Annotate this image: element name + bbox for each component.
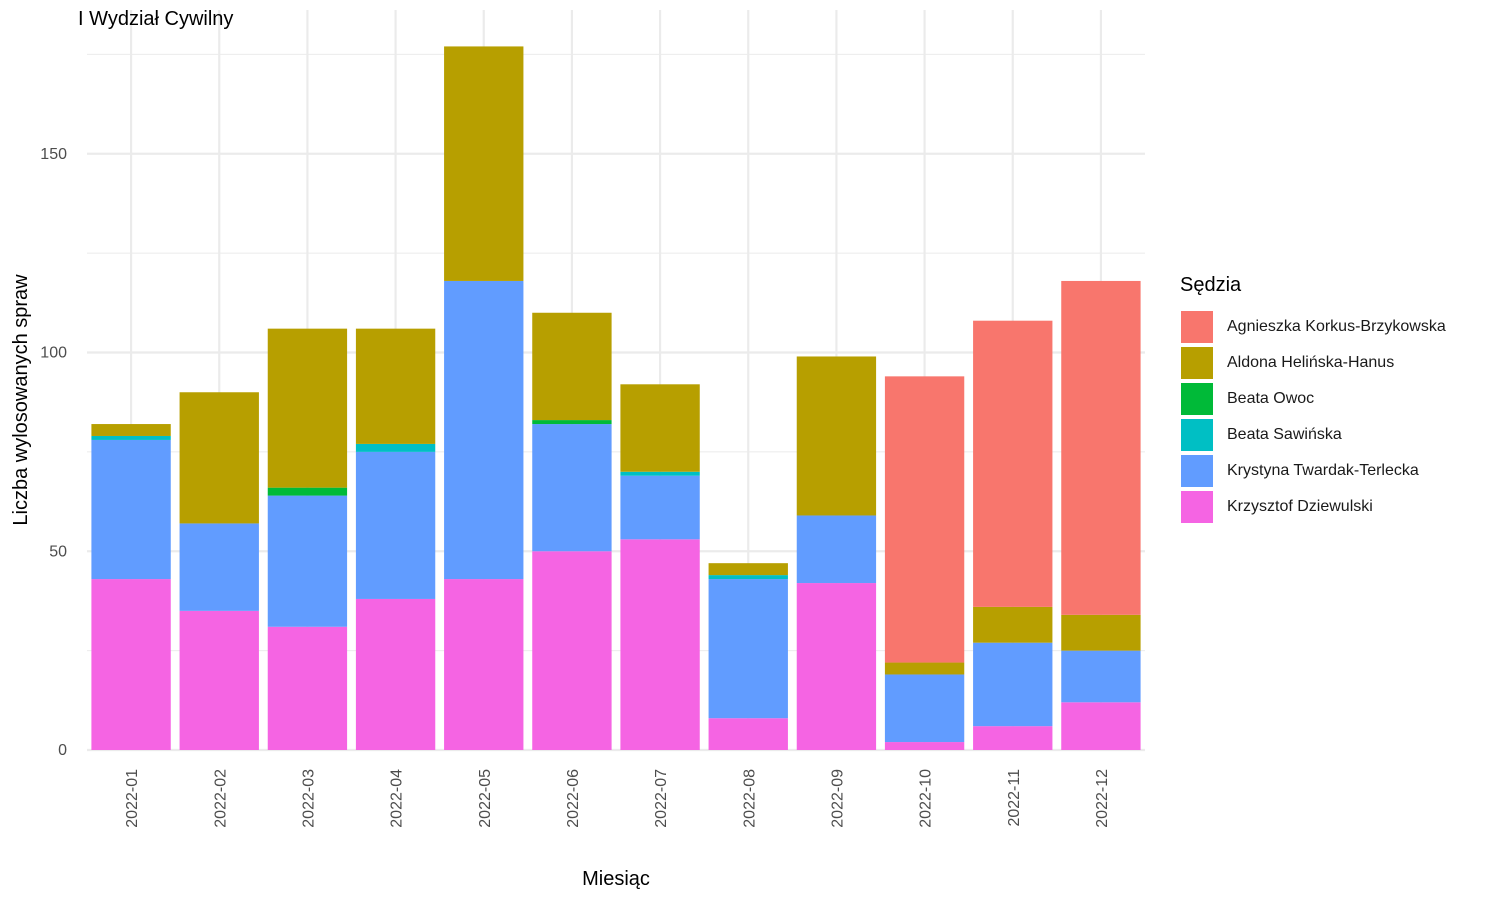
legend-title: Sędzia (1180, 274, 1242, 296)
chart-subtitle: I Wydział Cywilny (78, 8, 234, 30)
bar-segment (355, 451, 436, 599)
bar-segment (532, 551, 612, 750)
bar-segment (708, 579, 788, 719)
bar-segment (532, 420, 612, 425)
bar-segment (91, 435, 171, 440)
legend-key (1180, 310, 1214, 344)
bar-segment (973, 726, 1053, 750)
legend-key (1180, 346, 1214, 380)
bar-segment (532, 424, 612, 552)
bar-segment (620, 539, 700, 750)
x-tick-label: 2022-07 (653, 769, 670, 828)
bar-segment (91, 424, 171, 436)
y-tick-label: 50 (49, 543, 67, 560)
x-tick-label: 2022-12 (1094, 769, 1111, 828)
x-tick-label: 2022-06 (565, 769, 582, 828)
bar-segment (91, 579, 171, 750)
bar-segment (708, 575, 788, 580)
bar-segment (884, 674, 965, 743)
x-tick-label: 2022-02 (212, 769, 229, 828)
x-tick-label: 2022-03 (300, 769, 317, 828)
bar-segment (796, 356, 877, 516)
x-tick-label: 2022-09 (829, 769, 846, 828)
bar-segment (444, 280, 524, 580)
bar-segment (708, 718, 788, 750)
legend-label: Krzysztof Dziewulski (1227, 498, 1373, 515)
bar-segment (267, 328, 348, 488)
legend-item: Agnieszka Korkus-Brzykowska (1180, 309, 1446, 345)
x-tick-label: 2022-10 (918, 769, 935, 828)
bar-segment (620, 475, 700, 540)
legend-key (1180, 454, 1214, 488)
legend-key (1180, 382, 1214, 416)
bar-segment (179, 523, 259, 611)
bar-segment (708, 563, 788, 576)
legend-label: Beata Sawińska (1227, 426, 1342, 443)
bar-segment (355, 443, 436, 452)
legend-label: Krystyna Twardak-Terlecka (1227, 462, 1419, 479)
bar-segment (355, 598, 436, 750)
legend-key (1180, 418, 1214, 452)
legend-label: Beata Owoc (1227, 390, 1315, 407)
bar-segment (620, 384, 700, 472)
y-axis-title: Liczba wylosowanych spraw (10, 274, 32, 526)
bar-segment (973, 320, 1053, 607)
bar-segment (267, 495, 348, 627)
bar-segment (620, 471, 700, 476)
bar-segment (973, 606, 1053, 643)
legend-item: Krystyna Twardak-Terlecka (1180, 453, 1446, 489)
bar-segment (355, 328, 436, 444)
bar-segment (884, 376, 965, 663)
x-tick-label: 2022-05 (477, 769, 494, 828)
bar-segment (796, 583, 877, 750)
legend-label: Agnieszka Korkus-Brzykowska (1227, 318, 1446, 335)
legend-item: Beata Owoc (1180, 381, 1446, 417)
bar-segment (884, 742, 965, 750)
bar-segment (532, 312, 612, 421)
legend-item: Aldona Helińska-Hanus (1180, 345, 1446, 381)
bar-segment (179, 610, 259, 750)
y-tick-label: 0 (58, 742, 67, 759)
bar-segment (267, 626, 348, 750)
bar-segment (91, 439, 171, 580)
legend-item: Beata Sawińska (1180, 417, 1446, 453)
bar-segment (1061, 702, 1141, 750)
bar-segment (973, 642, 1053, 727)
bar-segment (444, 46, 524, 281)
legend-label: Aldona Helińska-Hanus (1227, 354, 1395, 371)
bar-segment (179, 392, 259, 524)
bar-segment (884, 662, 965, 675)
x-tick-label: 2022-08 (741, 769, 758, 828)
x-tick-label: 2022-11 (1006, 769, 1023, 827)
legend: Sędzia Agnieszka Korkus-Brzykowska Aldona… (1180, 274, 1446, 525)
y-tick-label: 100 (40, 345, 67, 362)
x-axis-title: Miesiąc (582, 868, 650, 890)
bar-segment (1061, 614, 1141, 651)
bar-segment (1061, 280, 1141, 615)
legend-item: Krzysztof Dziewulski (1180, 489, 1446, 525)
bar-segment (444, 579, 524, 750)
x-tick-label: 2022-04 (389, 769, 406, 828)
legend-key (1180, 490, 1214, 524)
bar-segment (267, 487, 348, 496)
legend-items: Agnieszka Korkus-Brzykowska Aldona Helińs… (1180, 309, 1446, 525)
x-tick-label: 2022-01 (124, 769, 141, 828)
bar-segment (1061, 650, 1141, 703)
bar-segment (796, 515, 877, 584)
y-tick-label: 150 (40, 146, 67, 163)
